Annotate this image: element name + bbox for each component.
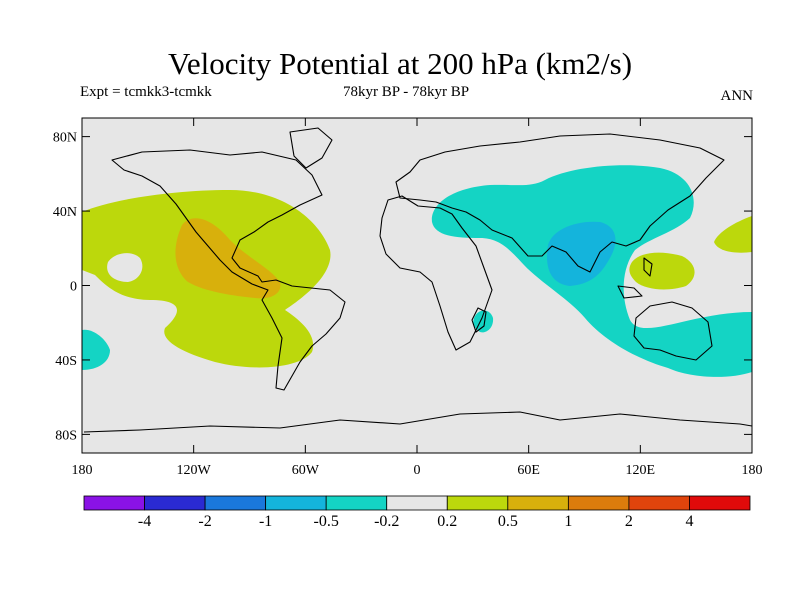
colorbar-label: -0.2 bbox=[374, 513, 399, 530]
colorbar-swatch bbox=[386, 495, 448, 511]
shaded-regions bbox=[82, 127, 752, 433]
colorbar-label: -0.5 bbox=[314, 513, 339, 530]
period-label: 78kyr BP - 78kyr BP bbox=[343, 84, 470, 100]
colorbar-swatch bbox=[628, 495, 690, 511]
colorbar-label: 4 bbox=[685, 513, 693, 530]
colorbar-swatch bbox=[507, 495, 569, 511]
negative-region-atlantic-hole bbox=[107, 253, 143, 282]
chart-title: Velocity Potential at 200 hPa (km2/s) bbox=[167, 46, 633, 81]
colorbar-swatch bbox=[325, 495, 388, 511]
colorbar-swatch bbox=[83, 495, 145, 511]
colorbar-label: 1 bbox=[564, 513, 572, 530]
colorbar-swatch bbox=[446, 495, 509, 511]
colorbar-label: -4 bbox=[138, 513, 151, 530]
negative-region-madagascar bbox=[473, 310, 494, 333]
lon-tick-label: 60W bbox=[292, 463, 320, 478]
lat-tick-label: 40N bbox=[53, 205, 77, 220]
lat-tick-label: 80S bbox=[55, 428, 77, 443]
positive-region-west-pacific bbox=[629, 252, 695, 290]
lat-tick-label: 0 bbox=[70, 280, 77, 295]
lon-tick-label: 180 bbox=[742, 463, 763, 478]
longitude-axis: 180 120W 60W 0 60E 120E 180 bbox=[72, 118, 763, 478]
colorbar: -4 -2 -1 -0.5 -0.2 0.2 0.5 1 2 4 bbox=[83, 495, 751, 530]
coastlines bbox=[83, 127, 752, 433]
positive-region-north-pacific bbox=[714, 216, 752, 253]
colorbar-label: -2 bbox=[198, 513, 211, 530]
colorbar-label: 0.2 bbox=[437, 513, 457, 530]
colorbar-label: 2 bbox=[625, 513, 633, 530]
lon-tick-label: 120E bbox=[626, 463, 656, 478]
lon-tick-label: 0 bbox=[414, 463, 421, 478]
lon-tick-label: 60E bbox=[517, 463, 540, 478]
colorbar-swatch bbox=[689, 495, 751, 511]
lon-tick-label: 120W bbox=[177, 463, 212, 478]
lat-tick-label: 40S bbox=[55, 354, 77, 369]
strong-negative-region bbox=[546, 221, 616, 286]
colorbar-label: 0.5 bbox=[498, 513, 518, 530]
lon-tick-label: 180 bbox=[72, 463, 93, 478]
colorbar-label: -1 bbox=[259, 513, 272, 530]
colorbar-swatch bbox=[567, 495, 630, 511]
season-label: ANN bbox=[720, 88, 754, 104]
lat-tick-label: 80N bbox=[53, 131, 77, 146]
colorbar-swatch bbox=[204, 495, 267, 511]
experiment-label: Expt = tcmkk3-tcmkk bbox=[80, 84, 212, 100]
colorbar-swatch bbox=[144, 495, 206, 511]
latitude-axis: 80N 40N 0 40S 80S bbox=[53, 131, 752, 443]
colorbar-swatch bbox=[265, 495, 327, 511]
